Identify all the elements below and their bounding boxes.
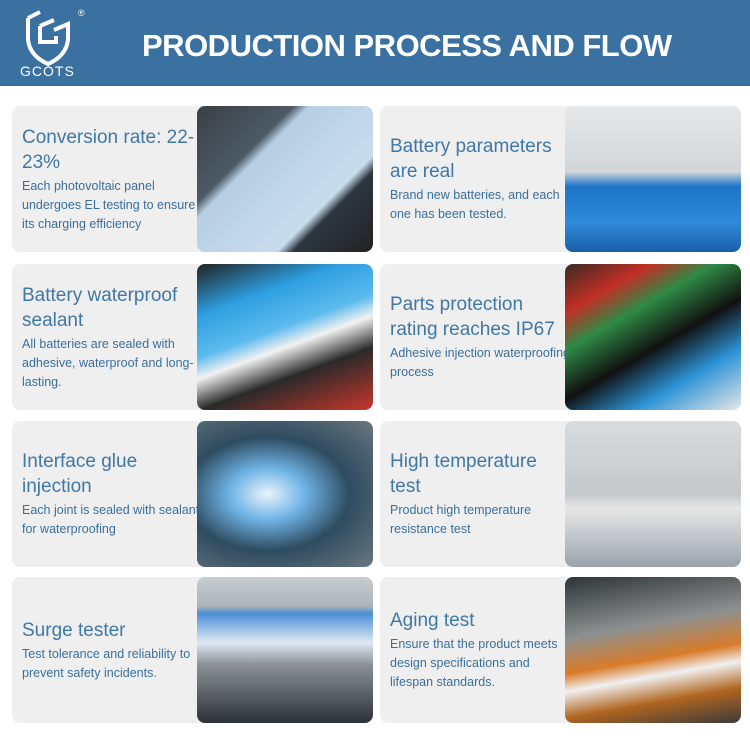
- ip67-photo: [565, 264, 741, 410]
- card-glue-injection: Interface glue injection Each joint is se…: [12, 421, 373, 567]
- sealant-photo: [197, 264, 373, 410]
- card-conversion-rate: Conversion rate: 22-23% Each photovoltaic…: [12, 106, 373, 252]
- card-body: Test tolerance and reliability to preven…: [22, 646, 191, 680]
- el-testing-photo: [197, 106, 373, 252]
- card-title: Conversion rate: 22-23%: [22, 126, 195, 173]
- card-surge-tester: Surge tester Test tolerance and reliabili…: [12, 577, 373, 723]
- battery-test-photo: [565, 106, 741, 252]
- card-waterproof-sealant: Battery waterproof sealant All batteries …: [12, 264, 373, 410]
- card-title: Battery waterproof sealant: [22, 284, 178, 331]
- registered-mark: ®: [78, 8, 85, 18]
- card-body: Each photovoltaic panel undergoes EL tes…: [22, 178, 196, 231]
- card-title: Battery parameters are real: [390, 136, 552, 182]
- card-title: Parts protection rating reaches IP67: [390, 294, 555, 340]
- glue-injection-photo: [197, 421, 373, 567]
- card-aging-test: Aging test Ensure that the product meets …: [380, 577, 741, 723]
- card-battery-parameters: Battery parameters are real Brand new bat…: [380, 106, 741, 252]
- card-ip67: Parts protection rating reaches IP67 Adhe…: [380, 264, 741, 410]
- card-title: High temperature test: [390, 451, 537, 497]
- surge-tester-photo: [197, 577, 373, 723]
- page-title: PRODUCTION PROCESS AND FLOW: [142, 28, 672, 63]
- brand-name: GCOTS: [20, 63, 75, 79]
- gcots-logo-icon: [26, 10, 70, 67]
- header-banner: ® GCOTS PRODUCTION PROCESS AND FLOW: [0, 0, 750, 86]
- card-title: Surge tester: [22, 619, 126, 641]
- card-body: Adhesive injection waterproofing process: [390, 346, 570, 379]
- card-body: Brand new batteries, and each one has be…: [390, 188, 560, 221]
- card-body: All batteries are sealed with adhesive, …: [22, 336, 194, 389]
- card-body: Ensure that the product meets design spe…: [390, 637, 558, 689]
- card-title: Interface glue injection: [22, 451, 138, 497]
- card-high-temperature: High temperature test Product high temper…: [380, 421, 741, 567]
- aging-test-photo: [565, 577, 741, 723]
- card-body: Product high temperature resistance test: [390, 503, 532, 536]
- temperature-chamber-photo: [565, 421, 741, 567]
- card-body: Each joint is sealed with sealant for wa…: [22, 503, 200, 536]
- card-title: Aging test: [390, 610, 475, 631]
